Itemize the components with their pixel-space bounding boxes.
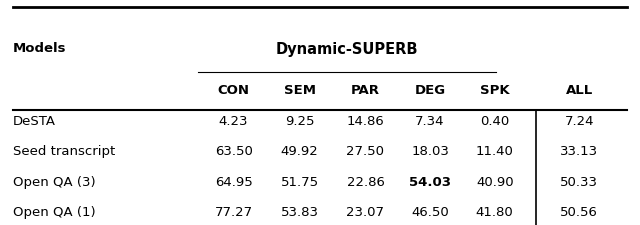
Text: 40.90: 40.90 — [476, 176, 513, 189]
Text: 22.86: 22.86 — [346, 176, 385, 189]
Text: 54.03: 54.03 — [409, 176, 451, 189]
Text: 50.56: 50.56 — [560, 206, 598, 219]
Text: 18.03: 18.03 — [411, 145, 449, 158]
Text: PAR: PAR — [351, 83, 380, 97]
Text: DeSTA: DeSTA — [13, 115, 56, 128]
Text: 11.40: 11.40 — [476, 145, 514, 158]
Text: 7.24: 7.24 — [564, 115, 594, 128]
Text: 14.86: 14.86 — [347, 115, 384, 128]
Text: DEG: DEG — [415, 83, 445, 97]
Text: 49.92: 49.92 — [281, 145, 318, 158]
Text: 41.80: 41.80 — [476, 206, 513, 219]
Text: CON: CON — [218, 83, 250, 97]
Text: 9.25: 9.25 — [285, 115, 314, 128]
Text: 63.50: 63.50 — [214, 145, 253, 158]
Text: Models: Models — [13, 42, 67, 55]
Text: 51.75: 51.75 — [280, 176, 319, 189]
Text: 0.40: 0.40 — [480, 115, 509, 128]
Text: Open QA (1): Open QA (1) — [13, 206, 95, 219]
Text: 50.33: 50.33 — [560, 176, 598, 189]
Text: Dynamic-SUPERB: Dynamic-SUPERB — [276, 42, 419, 57]
Text: Seed transcript: Seed transcript — [13, 145, 115, 158]
Text: 27.50: 27.50 — [346, 145, 385, 158]
Text: 53.83: 53.83 — [280, 206, 319, 219]
Text: SEM: SEM — [284, 83, 316, 97]
Text: SPK: SPK — [480, 83, 509, 97]
Text: 64.95: 64.95 — [215, 176, 252, 189]
Text: 46.50: 46.50 — [412, 206, 449, 219]
Text: Open QA (3): Open QA (3) — [13, 176, 95, 189]
Text: ALL: ALL — [566, 83, 593, 97]
Text: 77.27: 77.27 — [214, 206, 253, 219]
Text: 7.34: 7.34 — [415, 115, 445, 128]
Text: 33.13: 33.13 — [560, 145, 598, 158]
Text: 23.07: 23.07 — [346, 206, 385, 219]
Text: 4.23: 4.23 — [219, 115, 248, 128]
